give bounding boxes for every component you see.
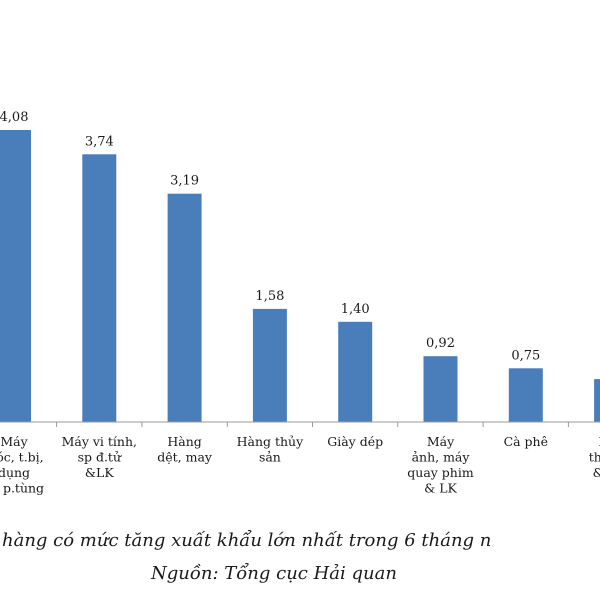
value-label-5: 0,92 [426, 336, 455, 351]
category-label-7: Kimthường& sản [589, 434, 600, 480]
bar-1 [82, 154, 117, 423]
category-label-6: Cà phê [504, 434, 548, 449]
chart-caption-source: Nguồn: Tổng cục Hải quan [151, 563, 397, 584]
value-label-3: 1,58 [255, 289, 284, 304]
x-axis-ticks [56, 422, 569, 427]
category-label-2: Hàng dệt, may [157, 434, 213, 465]
bar-4 [338, 321, 373, 422]
bar-6 [508, 368, 543, 422]
category-label-5: Máy ảnh, máy quay phim & LK [407, 434, 474, 496]
category-label-1: Máy vi tính, sp đ.tử &LK [62, 434, 137, 480]
value-label-6: 0,75 [511, 348, 540, 363]
chart-caption-title: hàng có mức tăng xuất khẩu lớn nhất tron… [2, 530, 492, 551]
category-label-0: Máymóc, t.bị,dụngcụ p.tùng [0, 434, 44, 496]
bars-layer [0, 130, 600, 423]
value-label-2: 3,19 [170, 174, 199, 189]
category-labels: Máymóc, t.bị,dụngcụ p.tùng Máy vi tính,sp… [0, 434, 600, 496]
bar-2 [167, 193, 202, 422]
value-label-1: 3,74 [85, 134, 114, 149]
bar-0 [0, 130, 31, 422]
bar-5 [423, 356, 458, 422]
value-label-0: 4,08 [0, 110, 28, 125]
bar-7 [594, 379, 600, 422]
value-labels: 4,083,743,191,581,400,920,750 [0, 110, 540, 363]
bar-3 [252, 308, 287, 422]
category-label-3: Hàng thủy sản [237, 434, 305, 465]
value-label-4: 1,40 [341, 302, 370, 317]
category-label-4: Giày dép [327, 434, 383, 449]
